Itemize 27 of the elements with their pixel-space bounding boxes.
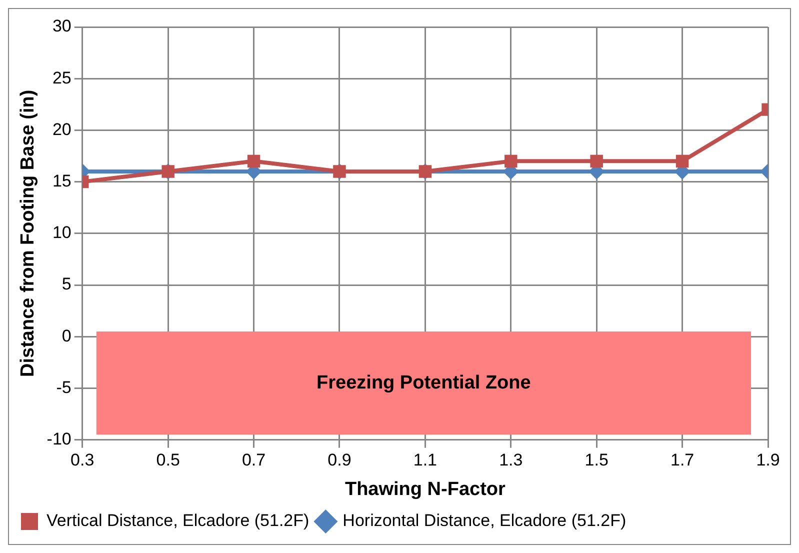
x-tick-label: 0.7 xyxy=(242,450,266,470)
point xyxy=(247,154,260,168)
x-axis-title: Thawing N-Factor xyxy=(344,478,506,500)
y-tick-label: 15 xyxy=(52,171,72,190)
y-tick-label: -10 xyxy=(46,429,72,448)
y-tick-label: 0 xyxy=(62,326,72,346)
point xyxy=(590,154,603,168)
legend-label: Vertical Distance, Elcadore (51.2F) xyxy=(46,511,310,530)
legend-label: Horizontal Distance, Elcadore (51.2F) xyxy=(342,511,626,530)
x-tick-label: 0.9 xyxy=(328,450,352,470)
x-tick-label: 1.1 xyxy=(413,450,438,470)
x-tick-label: 1.3 xyxy=(499,450,523,470)
x-tick-label: 1.5 xyxy=(584,450,608,470)
y-tick-label: 5 xyxy=(62,274,72,294)
x-tick-label: 1.9 xyxy=(756,450,780,470)
point xyxy=(504,154,518,168)
y-tick-label: 25 xyxy=(52,68,72,88)
band-label: Freezing Potential Zone xyxy=(316,372,531,394)
y-tick-label: 30 xyxy=(52,16,72,36)
y-tick-label: 10 xyxy=(52,223,72,242)
x-tick-label: 1.7 xyxy=(670,450,694,470)
y-tick-label: -5 xyxy=(56,378,72,397)
x-tick-label: 0.3 xyxy=(70,450,94,470)
x-tick-label: 0.5 xyxy=(156,450,180,470)
y-tick-label: 20 xyxy=(52,120,72,139)
y-axis-title: Distance from Footing Base (in) xyxy=(18,90,39,377)
point xyxy=(676,154,689,168)
